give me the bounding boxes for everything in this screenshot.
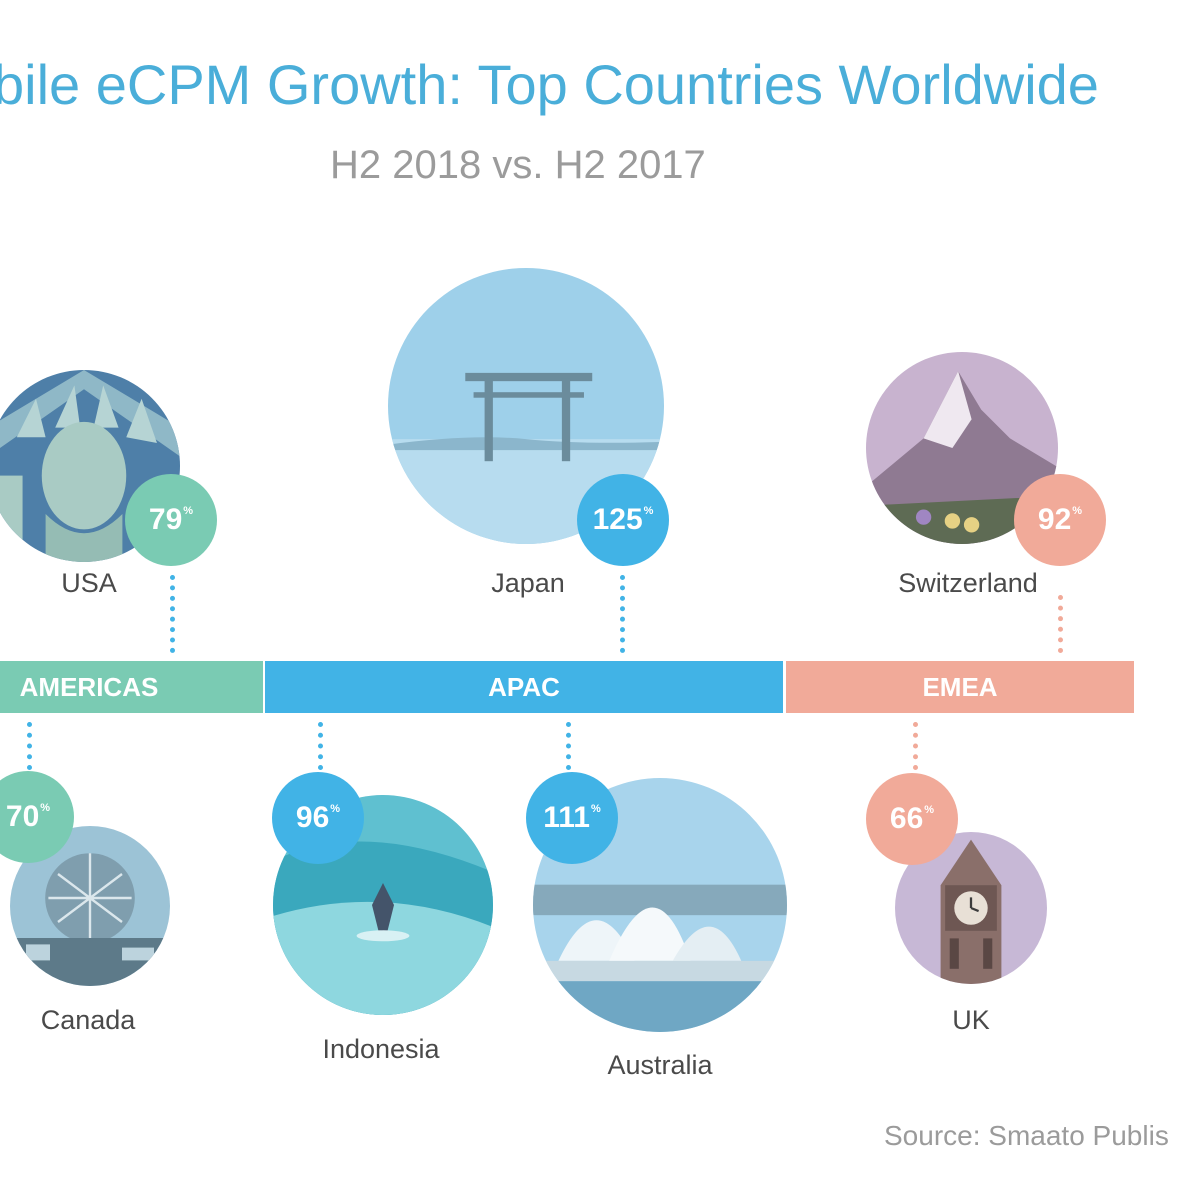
badge-unit-indonesia: % xyxy=(330,803,341,815)
badge-usa: 79% xyxy=(125,474,217,566)
badge-value-switzerland: 92 xyxy=(1037,503,1072,536)
badge-japan: 125% xyxy=(577,474,669,566)
badge-unit-usa: % xyxy=(183,505,194,517)
connector-usa xyxy=(170,575,175,653)
badge-value-indonesia: 96 xyxy=(295,801,330,834)
region-label-americas: AMERICAS xyxy=(19,671,159,702)
indonesia-photo xyxy=(273,795,493,1015)
connector-switzerland xyxy=(1058,595,1063,653)
badge-value-usa: 79 xyxy=(148,503,183,536)
label-switzerland: Switzerland xyxy=(898,568,1038,598)
badge-switzerland: 92% xyxy=(1014,474,1106,566)
label-japan: Japan xyxy=(491,568,565,598)
region-band-emea: EMEA xyxy=(786,661,1134,713)
badge-uk: 66% xyxy=(866,773,958,865)
label-uk: UK xyxy=(952,1005,990,1035)
connector-japan xyxy=(620,575,625,653)
badge-unit-australia: % xyxy=(590,803,601,815)
label-usa: USA xyxy=(61,568,117,598)
label-canada: Canada xyxy=(40,1005,136,1035)
connector-australia xyxy=(566,722,571,770)
region-label-apac: APAC xyxy=(488,671,560,702)
label-indonesia: Indonesia xyxy=(322,1034,440,1064)
badge-canada: 70% xyxy=(0,771,74,863)
region-band-americas: AMERICAS xyxy=(0,661,263,713)
usa-photo xyxy=(0,370,180,562)
canada-photo xyxy=(10,826,170,986)
connector-canada xyxy=(27,722,32,770)
badge-unit-canada: % xyxy=(40,802,51,814)
region-label-emea: EMEA xyxy=(922,671,998,702)
badge-unit-switzerland: % xyxy=(1072,505,1083,517)
chart-subtitle: H2 2018 vs. H2 2017 xyxy=(330,143,706,187)
region-band-apac: APAC xyxy=(265,661,783,713)
source-note: Source: Smaato Publis xyxy=(884,1120,1169,1151)
badge-value-canada: 70 xyxy=(5,800,40,833)
connector-uk xyxy=(913,722,918,770)
badge-unit-japan: % xyxy=(643,505,654,517)
badge-value-uk: 66 xyxy=(889,802,924,835)
connector-indonesia xyxy=(318,722,323,770)
badge-value-australia: 111 xyxy=(543,801,590,834)
badge-australia: 111% xyxy=(526,772,618,864)
badge-unit-uk: % xyxy=(924,804,935,816)
badge-indonesia: 96% xyxy=(272,772,364,864)
chart-title: bile eCPM Growth: Top Countries Worldwid… xyxy=(0,53,1099,116)
label-australia: Australia xyxy=(607,1050,713,1080)
badge-value-japan: 125 xyxy=(592,503,643,536)
